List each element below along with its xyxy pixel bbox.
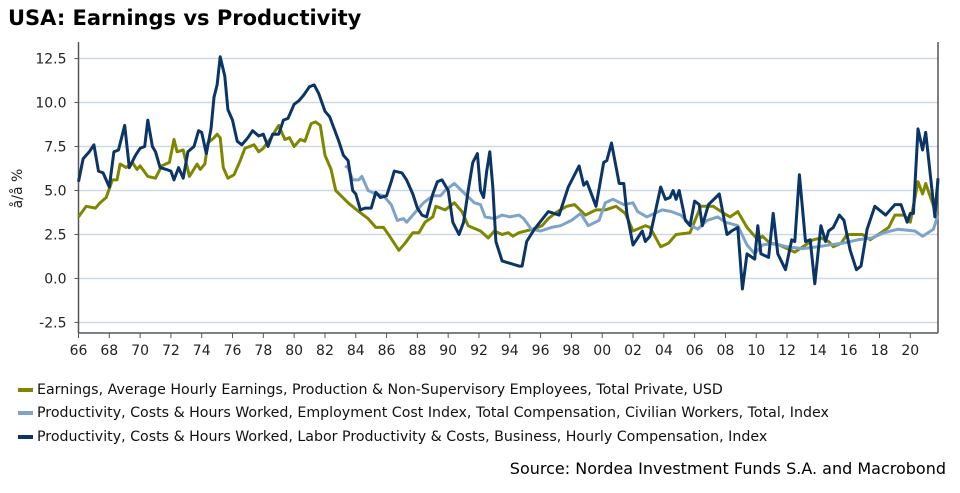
legend-item: Productivity, Costs & Hours Worked, Labo…	[18, 425, 829, 449]
x-tick-label: 94	[501, 343, 519, 359]
x-tick-label: 16	[840, 343, 858, 359]
x-tick-label: 86	[378, 343, 396, 359]
x-tick-label: 20	[901, 343, 919, 359]
y-tick-label: 5.0	[44, 184, 66, 200]
source-note: Source: Nordea Investment Funds S.A. and…	[509, 459, 946, 478]
y-tick-label: 10.0	[35, 96, 66, 112]
y-axis-label: å/å %	[9, 169, 26, 209]
x-tick-label: 76	[224, 343, 242, 359]
x-tick-label: 72	[162, 343, 180, 359]
y-tick-label: 12.5	[35, 52, 66, 68]
x-tick-label: 70	[131, 343, 149, 359]
x-tick-label: 10	[747, 343, 765, 359]
x-tick-label: 84	[347, 343, 365, 359]
x-tick-label: 00	[593, 343, 611, 359]
x-tick-label: 04	[655, 343, 673, 359]
x-tick-label: 92	[470, 343, 488, 359]
legend-label: Productivity, Costs & Hours Worked, Labo…	[37, 428, 768, 445]
legend-item: Productivity, Costs & Hours Worked, Empl…	[18, 402, 829, 426]
x-tick-label: 82	[316, 343, 334, 359]
x-tick-label: 18	[871, 343, 889, 359]
y-tick-label: 2.5	[44, 227, 66, 243]
x-tick-label: 80	[285, 343, 303, 359]
series-line-2	[344, 164, 940, 256]
legend-swatch	[18, 434, 33, 439]
legend: Earnings, Average Hourly Earnings, Produ…	[18, 378, 829, 449]
y-tick-label: 0.0	[44, 271, 66, 287]
y-tick-label: 7.5	[44, 140, 66, 156]
x-tick-label: 74	[193, 343, 211, 359]
x-tick-label: 90	[439, 343, 457, 359]
legend-label: Productivity, Costs & Hours Worked, Empl…	[37, 405, 829, 422]
x-tick-label: 08	[717, 343, 735, 359]
y-tick-label: -2.5	[39, 315, 66, 331]
legend-swatch	[18, 411, 33, 416]
x-tick-label: 96	[532, 343, 550, 359]
x-tick-label: 14	[809, 343, 827, 359]
x-tick-label: 98	[562, 343, 580, 359]
x-tick-label: 06	[686, 343, 704, 359]
x-tick-label: 88	[408, 343, 426, 359]
chart-title: USA: Earnings vs Productivity	[8, 6, 362, 30]
x-tick-label: 66	[70, 343, 88, 359]
x-tick-label: 02	[624, 343, 642, 359]
x-tick-label: 68	[100, 343, 118, 359]
series-line-3	[77, 55, 940, 291]
legend-item: Earnings, Average Hourly Earnings, Produ…	[18, 378, 829, 402]
legend-label: Earnings, Average Hourly Earnings, Produ…	[37, 381, 723, 398]
legend-swatch	[18, 387, 33, 392]
x-tick-label: 12	[778, 343, 796, 359]
x-tick-label: 78	[254, 343, 272, 359]
